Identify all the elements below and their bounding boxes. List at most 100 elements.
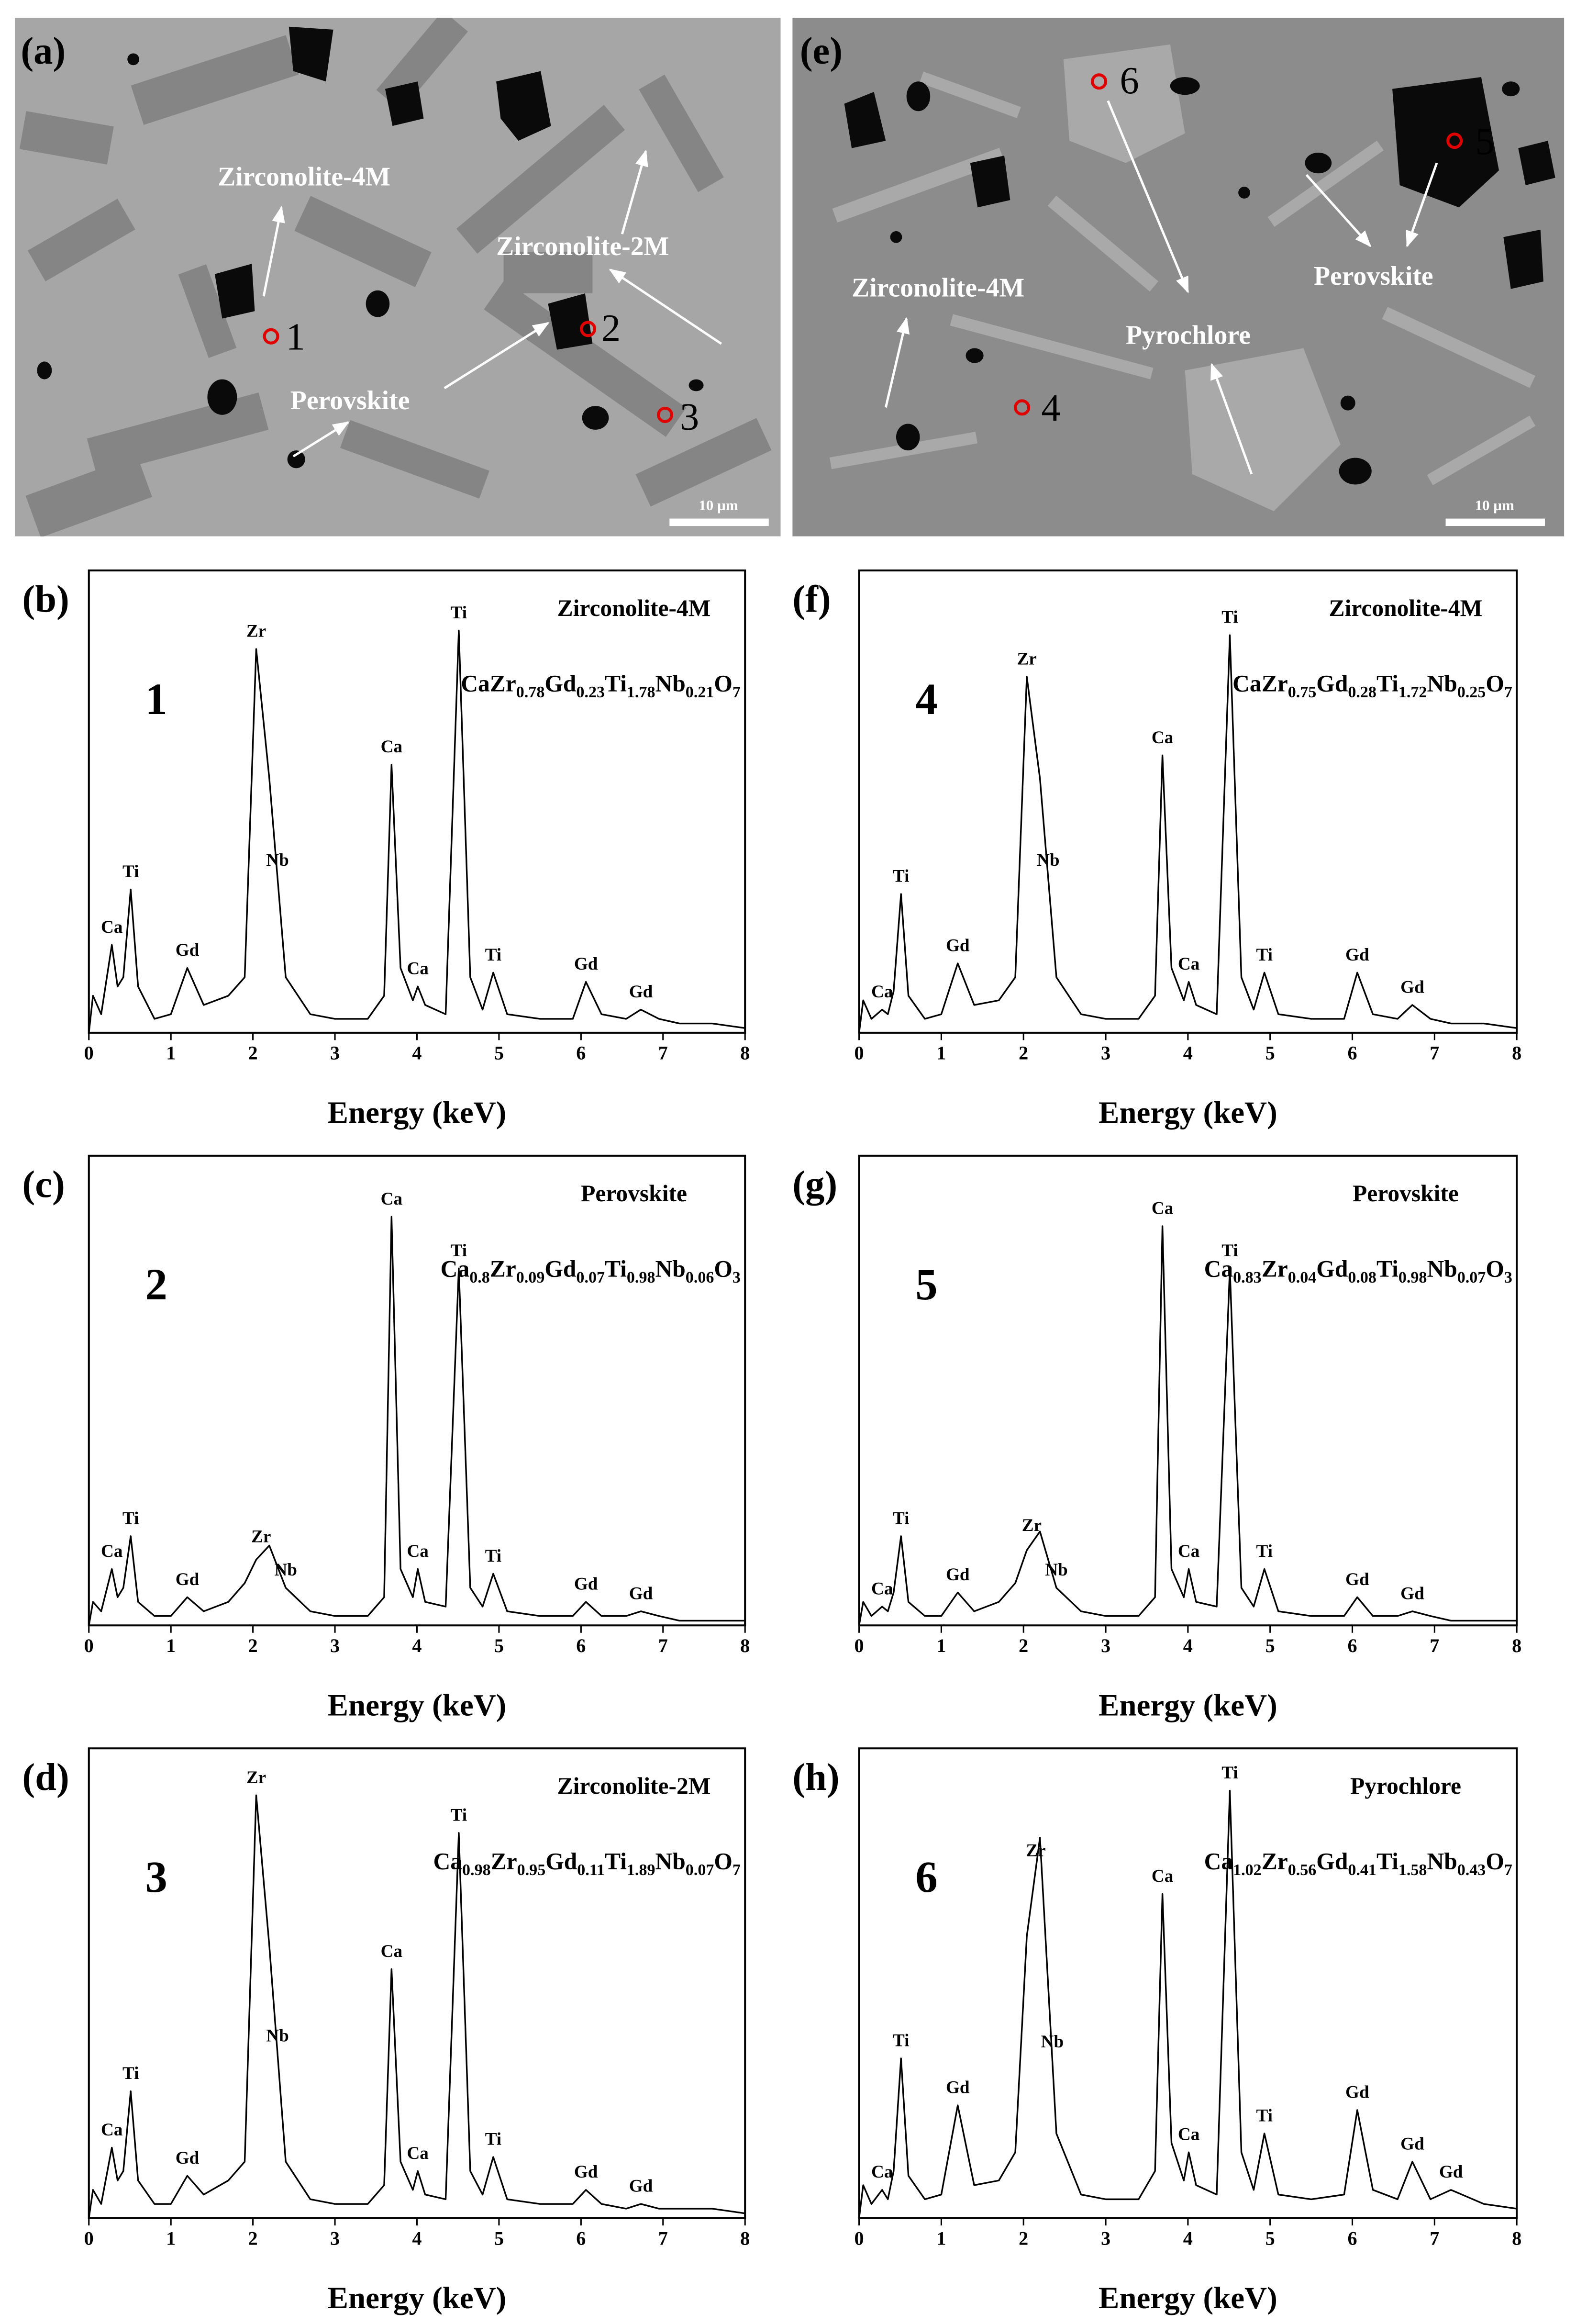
peak-label: Ti xyxy=(451,603,467,623)
point-label: 6 xyxy=(915,1853,937,1902)
analysis-point xyxy=(580,321,597,337)
x-tick-label: 8 xyxy=(1512,2227,1521,2249)
x-tick-label: 0 xyxy=(855,2227,864,2249)
x-tick-label: 7 xyxy=(658,2227,668,2249)
formula-subscript: 0.83 xyxy=(1233,1269,1262,1286)
x-tick-label: 2 xyxy=(248,2227,258,2249)
formula-element: Zr xyxy=(1262,1256,1288,1282)
formula-element: Zr xyxy=(1262,670,1288,697)
x-tick-label: 2 xyxy=(248,1042,258,1064)
phase-label: Zirconolite-2M xyxy=(496,232,669,261)
peak-label: Ca xyxy=(101,2120,123,2140)
formula-element: Ca xyxy=(1204,1848,1233,1875)
formula-element: O xyxy=(714,1256,733,1282)
x-tick-label: 1 xyxy=(166,2227,176,2249)
x-axis-label: Energy (keV) xyxy=(1099,2281,1277,2315)
phase-label: Zirconolite-4M xyxy=(1329,595,1483,621)
formula-subscript: 0.09 xyxy=(516,1269,545,1286)
formula-subscript: 0.98 xyxy=(462,1861,491,1879)
formula-subscript: 1.58 xyxy=(1398,1861,1427,1879)
x-tick-label: 1 xyxy=(166,1635,176,1656)
x-tick-label: 6 xyxy=(1347,1635,1357,1656)
x-tick-label: 8 xyxy=(1512,1042,1521,1064)
peak-label: Nb xyxy=(1041,2032,1064,2052)
micrograph-a-labels: (a) Zirconolite-4M Zirconolite-2M Perovs… xyxy=(21,30,769,526)
formula-subscript: 0.11 xyxy=(577,1861,605,1879)
formula-element: Zr xyxy=(490,1256,516,1282)
panel-label: (d) xyxy=(22,1756,69,1799)
formula-element: Zr xyxy=(490,670,516,697)
formula-element: Ti xyxy=(605,1256,627,1282)
formula-subscript: 0.07 xyxy=(686,1861,714,1879)
peak-label: Zr xyxy=(246,1768,266,1788)
arrow xyxy=(609,268,722,345)
formula-element: O xyxy=(1486,1848,1504,1875)
x-tick-label: 7 xyxy=(658,1635,668,1656)
formula-subscript: 0.41 xyxy=(1348,1861,1376,1879)
x-tick-label: 7 xyxy=(658,1042,668,1064)
peak-label: Gd xyxy=(946,1565,970,1585)
formula-subscript: 1.72 xyxy=(1398,683,1427,701)
x-tick-label: 6 xyxy=(576,1635,586,1656)
analysis-point xyxy=(1091,73,1108,90)
panel-label: (h) xyxy=(792,1756,839,1799)
x-tick-label: 4 xyxy=(1183,1635,1193,1656)
x-tick-label: 2 xyxy=(1019,1635,1028,1656)
x-tick-label: 5 xyxy=(1265,1042,1275,1064)
formula-element: Ca xyxy=(1232,670,1262,697)
formula: Ca1.02Zr0.56Gd0.41Ti1.58Nb0.43O7 xyxy=(1204,1848,1512,1879)
spectrum-line xyxy=(88,629,745,1033)
peak-label: Gd xyxy=(629,1584,653,1603)
panel-label: (b) xyxy=(22,578,69,621)
formula-subscript: 0.75 xyxy=(1288,683,1317,701)
formula-element: Ca xyxy=(1204,1256,1233,1282)
peak-label: Ca xyxy=(381,1189,403,1209)
peak-label: Ti xyxy=(893,2031,909,2050)
peak-label: Gd xyxy=(574,1575,598,1594)
formula-element: Gd xyxy=(1316,670,1348,697)
x-axis-label: Energy (keV) xyxy=(328,1688,507,1723)
peak-label: Ca xyxy=(381,1942,403,1961)
peak-label: Ca xyxy=(407,959,429,979)
peak-label: Gd xyxy=(1400,2134,1424,2154)
formula: Ca0.83Zr0.04Gd0.08Ti0.98Nb0.07O3 xyxy=(1204,1256,1512,1286)
spectrum-line xyxy=(858,634,1517,1033)
formula-subscript: 0.43 xyxy=(1457,1861,1486,1879)
x-tick-label: 1 xyxy=(936,1042,946,1064)
peak-label: Ti xyxy=(485,1546,501,1566)
peak-label: Ti xyxy=(122,1508,139,1528)
peak-label: Ca xyxy=(1152,1866,1174,1886)
peak-label: Ca xyxy=(101,917,123,937)
peak-label: Zr xyxy=(251,1527,271,1546)
formula-element: Zr xyxy=(1262,1848,1288,1875)
peak-label: Nb xyxy=(1045,1560,1067,1580)
formula-element: Gd xyxy=(1316,1848,1348,1875)
x-tick-label: 5 xyxy=(494,1635,504,1656)
formula-subscript: 0.21 xyxy=(686,683,714,701)
point-label: 3 xyxy=(145,1853,167,1902)
formula-subscript: 1.89 xyxy=(627,1861,655,1879)
formula-element: Gd xyxy=(544,670,576,697)
spectrum-line xyxy=(858,1789,1517,2218)
peak-label: Gd xyxy=(574,2162,598,2182)
x-tick-label: 8 xyxy=(1512,1635,1521,1656)
phase-label: Zirconolite-4M xyxy=(852,273,1024,303)
formula-element: Nb xyxy=(1427,670,1457,697)
x-tick-label: 1 xyxy=(936,1635,946,1656)
point-number: 6 xyxy=(1120,59,1139,102)
point-label: 2 xyxy=(145,1260,167,1309)
arrow xyxy=(621,149,648,235)
x-tick-label: 5 xyxy=(1265,2227,1275,2249)
x-tick-label: 3 xyxy=(330,1635,340,1656)
peak-label: Ca xyxy=(101,1542,123,1561)
formula-element: Ti xyxy=(605,1848,627,1875)
peak-label: Ti xyxy=(451,1241,467,1261)
micrograph-a xyxy=(14,18,781,536)
peak-label: Gd xyxy=(176,1570,200,1589)
formula-element: Nb xyxy=(655,670,685,697)
x-tick-label: 0 xyxy=(855,1635,864,1656)
arrow xyxy=(262,206,285,297)
peak-label: Gd xyxy=(629,2177,653,2196)
x-tick-label: 6 xyxy=(1347,1042,1357,1064)
peak-label: Ti xyxy=(122,2064,139,2083)
